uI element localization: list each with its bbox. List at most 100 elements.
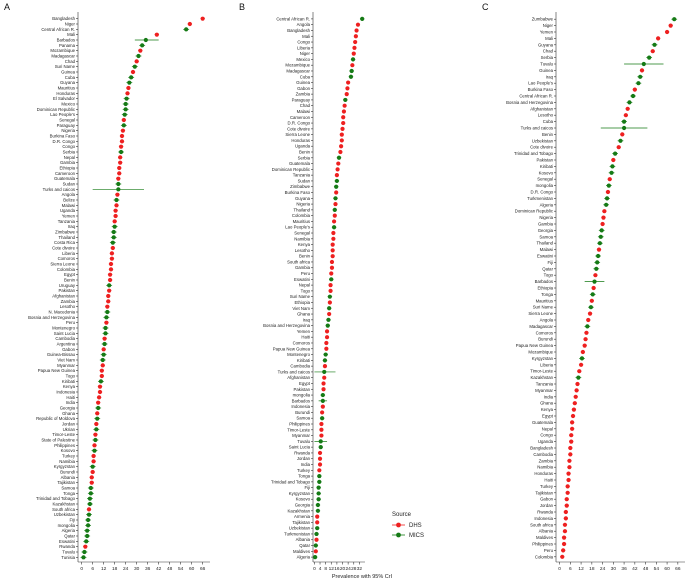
point-mics — [86, 512, 92, 517]
point-dhs — [664, 29, 670, 35]
country-label: Guinea — [61, 70, 75, 75]
country-label: Trinidad and Tobago — [36, 496, 76, 501]
country-label: Indonesia — [534, 516, 553, 521]
country-label: Costa Rica — [54, 240, 76, 245]
point-mics — [85, 528, 90, 533]
country-label: Turkmenistan — [527, 196, 553, 201]
point-mics — [132, 64, 137, 69]
point-dhs — [350, 63, 355, 68]
country-label: El Salvador — [53, 96, 76, 101]
point-mics — [82, 549, 87, 555]
country-label: Turkey — [540, 484, 554, 489]
country-label: Benin — [299, 150, 311, 155]
point-mics — [87, 496, 93, 501]
country-label: Turks and caicos — [43, 187, 75, 192]
x-tick-label: 30 — [134, 566, 140, 572]
x-tick-label: 12 — [101, 566, 107, 572]
point-dhs — [119, 139, 125, 144]
country-label: Pakistan — [294, 387, 311, 392]
point-dhs — [328, 283, 333, 288]
point-dhs — [560, 554, 565, 559]
country-label: Chad — [543, 49, 554, 54]
point-mics — [597, 241, 602, 246]
point-dhs — [329, 259, 335, 265]
point-dhs — [107, 272, 113, 277]
point-dhs — [583, 337, 588, 342]
point-dhs — [102, 336, 107, 341]
point-mics — [95, 416, 100, 421]
country-label: N. Macedonia — [48, 310, 75, 315]
country-label: Philippines — [54, 443, 75, 448]
point-dhs — [602, 209, 607, 214]
point-mics — [143, 37, 148, 43]
country-label: Kosovo — [61, 448, 76, 453]
country-label: Colombia — [535, 554, 554, 559]
country-label: Thailand — [59, 235, 76, 240]
country-label: Samoa — [539, 234, 553, 239]
country-label: Comoros — [536, 330, 553, 335]
country-label: Cambodia — [533, 452, 553, 457]
country-label: Dominican Republic — [515, 209, 554, 214]
country-label: Bangladesh — [52, 16, 75, 21]
country-label: Tanzania — [293, 173, 311, 178]
point-dhs — [333, 201, 338, 207]
country-label: Mali — [302, 34, 310, 39]
country-label: Gambia — [538, 222, 554, 227]
point-mics — [92, 448, 97, 453]
point-mics — [88, 485, 93, 491]
country-label: Saint Lucia — [54, 331, 76, 336]
country-label: Kyrgyzstan — [532, 356, 554, 361]
country-label: Madagascar — [529, 324, 553, 329]
point-mics — [323, 352, 328, 357]
country-label: mongolia — [536, 183, 554, 188]
point-dhs — [582, 343, 587, 348]
country-label: Uganda — [295, 144, 311, 149]
country-label: Benin — [542, 132, 554, 137]
point-mics — [343, 97, 348, 103]
point-dhs — [89, 475, 94, 480]
country-label: Senegal — [59, 118, 75, 123]
country-label: Tuvalu — [540, 62, 553, 67]
point-mics — [594, 266, 599, 271]
panel-label-a: A — [4, 2, 10, 12]
point-mics — [638, 74, 643, 79]
point-dhs — [605, 189, 611, 195]
point-mics — [313, 555, 318, 560]
country-label: South africa — [530, 522, 554, 527]
point-dhs — [331, 236, 336, 241]
country-label: Chad — [300, 103, 311, 108]
country-label: Honduras — [56, 91, 75, 96]
country-label: Zimbabwe — [290, 184, 310, 189]
point-dhs — [568, 452, 573, 457]
country-label: Albania — [296, 537, 311, 542]
country-label: Argentina — [57, 342, 76, 347]
point-mics — [604, 196, 610, 201]
country-label: Jordan — [297, 456, 311, 461]
country-label: Peru — [544, 548, 554, 553]
country-label: Zambia — [61, 299, 76, 304]
point-dhs — [587, 311, 593, 316]
country-label: Congo — [297, 40, 310, 45]
point-dhs — [567, 465, 572, 470]
country-label: Kyrgyzstan — [289, 491, 311, 496]
point-mics — [595, 260, 600, 265]
point-dhs — [106, 299, 111, 304]
country-label: Eswatini — [294, 277, 310, 282]
country-label: Cote divoire — [52, 246, 76, 251]
country-label: Sierra Leone — [528, 311, 553, 316]
point-dhs — [321, 387, 326, 392]
country-label: mongolia — [293, 393, 311, 398]
point-dhs — [329, 271, 334, 276]
point-dhs — [577, 369, 582, 374]
x-tick-label: 0 — [80, 566, 83, 572]
country-label: Georgia — [60, 406, 76, 411]
point-dhs — [623, 113, 628, 118]
point-dhs — [620, 132, 625, 137]
point-mics — [102, 341, 107, 347]
point-mics — [336, 155, 342, 160]
point-dhs — [340, 126, 345, 131]
panel-label-c: C — [482, 2, 489, 12]
point-dhs — [324, 340, 329, 346]
panel-b: B 0 4 8 12 16 20 24 28 32 Central African R.Angola… — [239, 2, 365, 572]
country-label: Afghanistan — [287, 375, 310, 380]
